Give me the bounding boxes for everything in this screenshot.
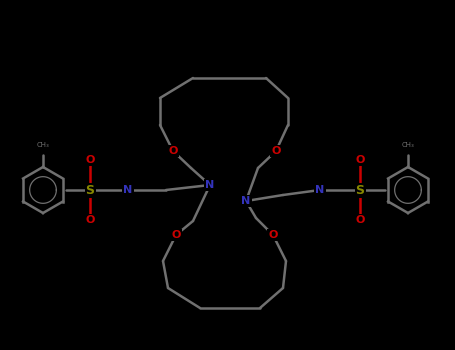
Text: CH₃: CH₃ — [36, 142, 50, 148]
Text: N: N — [315, 185, 324, 195]
Text: O: O — [86, 215, 95, 225]
Text: N: N — [205, 180, 215, 190]
Text: O: O — [268, 230, 278, 240]
Text: N: N — [241, 196, 251, 206]
Text: O: O — [86, 155, 95, 165]
Text: S: S — [86, 183, 95, 196]
Text: O: O — [271, 146, 281, 156]
Text: CH₃: CH₃ — [402, 142, 415, 148]
Text: O: O — [172, 230, 181, 240]
Text: O: O — [168, 146, 178, 156]
Text: S: S — [355, 183, 364, 196]
Text: O: O — [355, 215, 365, 225]
Text: O: O — [355, 155, 365, 165]
Text: N: N — [123, 185, 132, 195]
